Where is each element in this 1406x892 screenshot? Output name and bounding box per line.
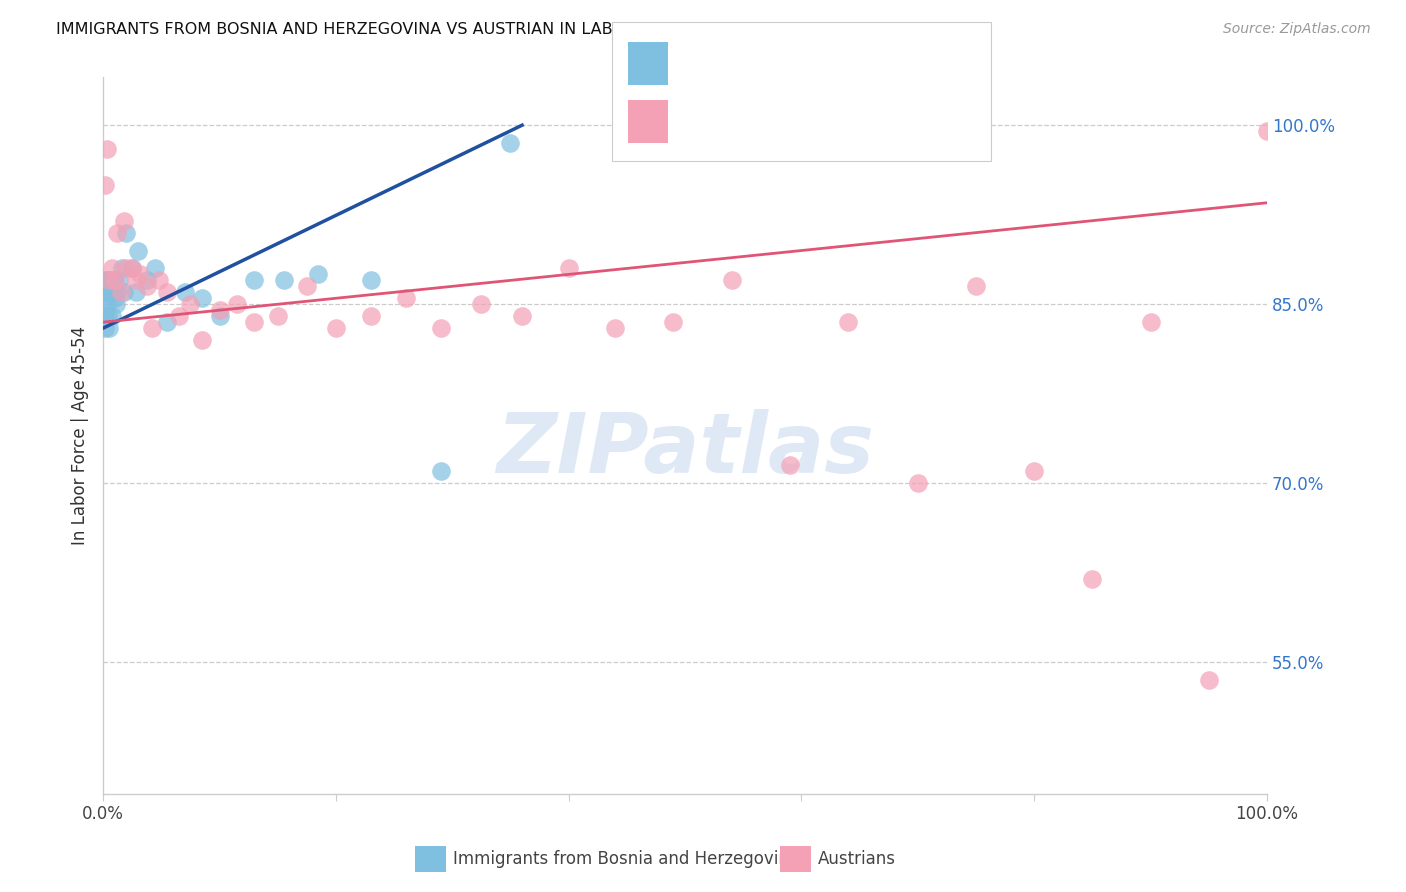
Point	[429, 321, 451, 335]
Point	[125, 285, 148, 300]
Point	[1256, 124, 1278, 138]
Point	[307, 268, 329, 282]
Point	[360, 309, 382, 323]
Point	[779, 458, 801, 473]
Point	[136, 273, 159, 287]
Point	[103, 273, 125, 287]
Point	[273, 273, 295, 287]
Point	[93, 285, 115, 300]
Text: Source: ZipAtlas.com: Source: ZipAtlas.com	[1223, 22, 1371, 37]
Point	[243, 315, 266, 329]
Text: IMMIGRANTS FROM BOSNIA AND HERZEGOVINA VS AUSTRIAN IN LABOR FORCE | AGE 45-54 CO: IMMIGRANTS FROM BOSNIA AND HERZEGOVINA V…	[56, 22, 973, 38]
Text: Austrians: Austrians	[818, 850, 896, 868]
Point	[470, 297, 492, 311]
Point	[94, 178, 117, 192]
Point	[243, 273, 266, 287]
Point	[97, 309, 120, 323]
Point	[104, 297, 127, 311]
Point	[112, 285, 135, 300]
Point	[101, 261, 124, 276]
Point	[100, 285, 122, 300]
Point	[1081, 572, 1104, 586]
Point	[97, 321, 120, 335]
Point	[97, 285, 120, 300]
Point	[837, 315, 859, 329]
Point	[94, 321, 117, 335]
Point	[510, 309, 533, 323]
Point	[108, 273, 131, 287]
Point	[127, 244, 149, 258]
Point	[295, 279, 318, 293]
Point	[121, 261, 143, 276]
Point	[115, 261, 138, 276]
Point	[720, 273, 742, 287]
Point	[148, 273, 170, 287]
Point	[156, 285, 179, 300]
Point	[93, 309, 115, 323]
Point	[267, 309, 290, 323]
Point	[191, 291, 214, 305]
Y-axis label: In Labor Force | Age 45-54: In Labor Force | Age 45-54	[72, 326, 89, 545]
Point	[129, 268, 152, 282]
Point	[1198, 673, 1220, 688]
Point	[94, 309, 117, 323]
Point	[104, 291, 127, 305]
Point	[605, 321, 627, 335]
Point	[97, 273, 120, 287]
Point	[121, 261, 143, 276]
Point	[105, 285, 128, 300]
Point	[101, 309, 124, 323]
Point	[111, 261, 134, 276]
Point	[136, 279, 159, 293]
Point	[325, 321, 347, 335]
Point	[226, 297, 249, 311]
Point	[662, 315, 685, 329]
Text: ZIPatlas: ZIPatlas	[496, 409, 875, 491]
Point	[208, 303, 231, 318]
Point	[208, 309, 231, 323]
Point	[499, 136, 522, 150]
Point	[97, 273, 120, 287]
Point	[145, 261, 167, 276]
Point	[191, 333, 214, 347]
Point	[96, 285, 118, 300]
Point	[1139, 315, 1161, 329]
Point	[98, 273, 121, 287]
Point	[96, 297, 118, 311]
Point	[125, 273, 148, 287]
Text: R =  0.423   N = 40: R = 0.423 N = 40	[679, 45, 886, 63]
Text: Immigrants from Bosnia and Herzegovina: Immigrants from Bosnia and Herzegovina	[453, 850, 799, 868]
Point	[907, 476, 929, 491]
Point	[115, 226, 138, 240]
Point	[105, 226, 128, 240]
Point	[156, 315, 179, 329]
Point	[112, 213, 135, 227]
Point	[110, 285, 132, 300]
Point	[965, 279, 987, 293]
Point	[429, 464, 451, 478]
Point	[93, 291, 115, 305]
Point	[173, 285, 195, 300]
Point	[93, 273, 115, 287]
Text: R =  0.129   N = 43: R = 0.129 N = 43	[679, 104, 886, 123]
Point	[1024, 464, 1046, 478]
Point	[360, 273, 382, 287]
Point	[395, 291, 418, 305]
Point	[179, 297, 201, 311]
Point	[96, 273, 118, 287]
Point	[167, 309, 190, 323]
Point	[557, 261, 579, 276]
Point	[141, 321, 163, 335]
Point	[104, 273, 127, 287]
Point	[96, 142, 118, 156]
Point	[94, 285, 117, 300]
